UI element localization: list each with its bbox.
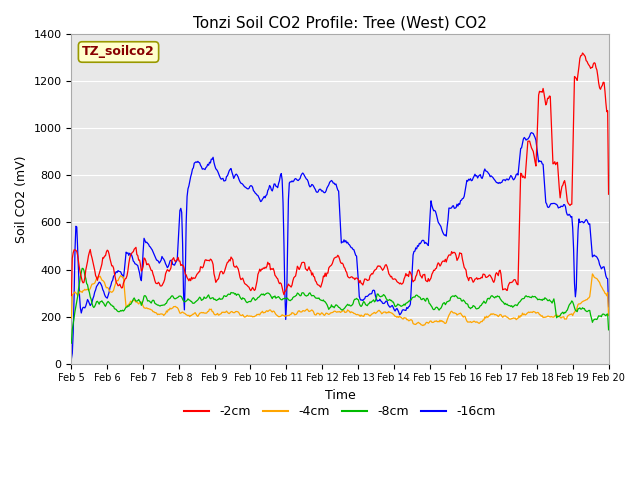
Text: TZ_soilco2: TZ_soilco2: [82, 46, 155, 59]
Title: Tonzi Soil CO2 Profile: Tree (West) CO2: Tonzi Soil CO2 Profile: Tree (West) CO2: [193, 15, 487, 30]
Y-axis label: Soil CO2 (mV): Soil CO2 (mV): [15, 155, 28, 242]
Legend: -2cm, -4cm, -8cm, -16cm: -2cm, -4cm, -8cm, -16cm: [179, 400, 500, 423]
X-axis label: Time: Time: [324, 389, 355, 402]
